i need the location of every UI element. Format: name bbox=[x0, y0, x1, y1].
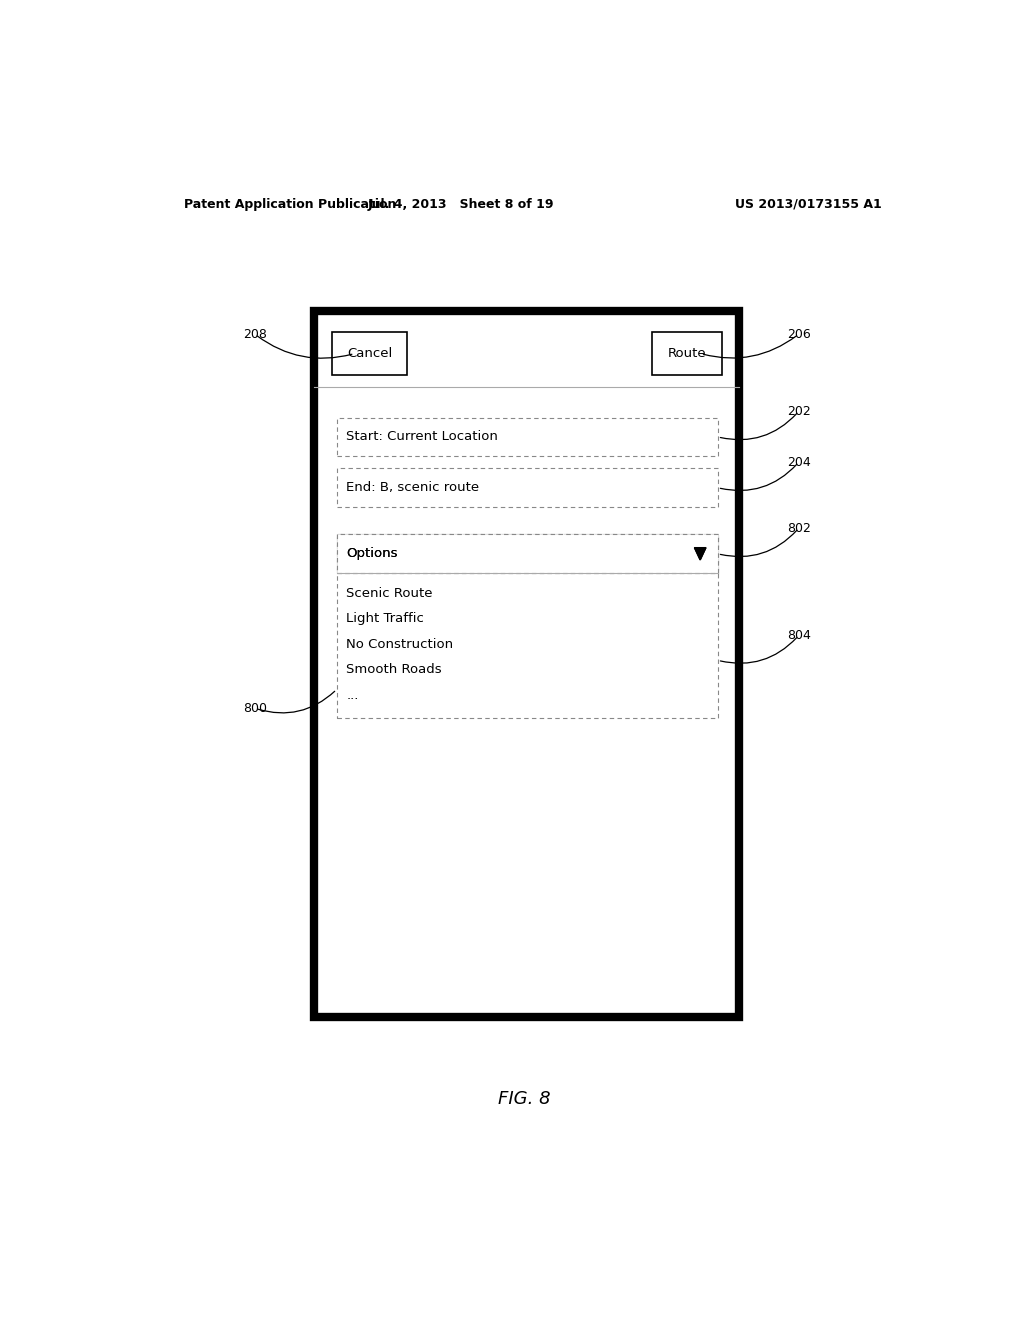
Text: 204: 204 bbox=[786, 455, 810, 469]
FancyBboxPatch shape bbox=[337, 469, 718, 507]
Text: ...: ... bbox=[346, 689, 358, 701]
FancyBboxPatch shape bbox=[314, 312, 739, 1018]
Text: End: B, scenic route: End: B, scenic route bbox=[346, 482, 479, 494]
Text: Patent Application Publication: Patent Application Publication bbox=[183, 198, 396, 211]
Text: Options: Options bbox=[346, 548, 397, 560]
FancyBboxPatch shape bbox=[337, 535, 718, 718]
Text: Options: Options bbox=[346, 548, 397, 560]
Polygon shape bbox=[694, 548, 706, 560]
Text: Scenic Route: Scenic Route bbox=[346, 587, 433, 599]
Text: Smooth Roads: Smooth Roads bbox=[346, 663, 442, 676]
Text: FIG. 8: FIG. 8 bbox=[499, 1089, 551, 1107]
FancyBboxPatch shape bbox=[332, 333, 408, 375]
Text: Start: Current Location: Start: Current Location bbox=[346, 430, 498, 444]
Text: 800: 800 bbox=[243, 702, 267, 714]
Text: Route: Route bbox=[668, 347, 706, 360]
Text: 208: 208 bbox=[243, 327, 267, 341]
Text: 802: 802 bbox=[786, 521, 811, 535]
Polygon shape bbox=[694, 548, 706, 560]
Text: No Construction: No Construction bbox=[346, 638, 454, 651]
Text: 804: 804 bbox=[786, 630, 811, 642]
Text: Light Traffic: Light Traffic bbox=[346, 612, 424, 626]
Text: 206: 206 bbox=[786, 327, 810, 341]
Text: US 2013/0173155 A1: US 2013/0173155 A1 bbox=[735, 198, 882, 211]
Text: Cancel: Cancel bbox=[347, 347, 392, 360]
FancyBboxPatch shape bbox=[337, 535, 718, 573]
FancyBboxPatch shape bbox=[337, 417, 718, 457]
FancyBboxPatch shape bbox=[652, 333, 722, 375]
Text: 202: 202 bbox=[786, 405, 810, 418]
FancyBboxPatch shape bbox=[337, 535, 718, 573]
Text: Jul. 4, 2013   Sheet 8 of 19: Jul. 4, 2013 Sheet 8 of 19 bbox=[368, 198, 555, 211]
